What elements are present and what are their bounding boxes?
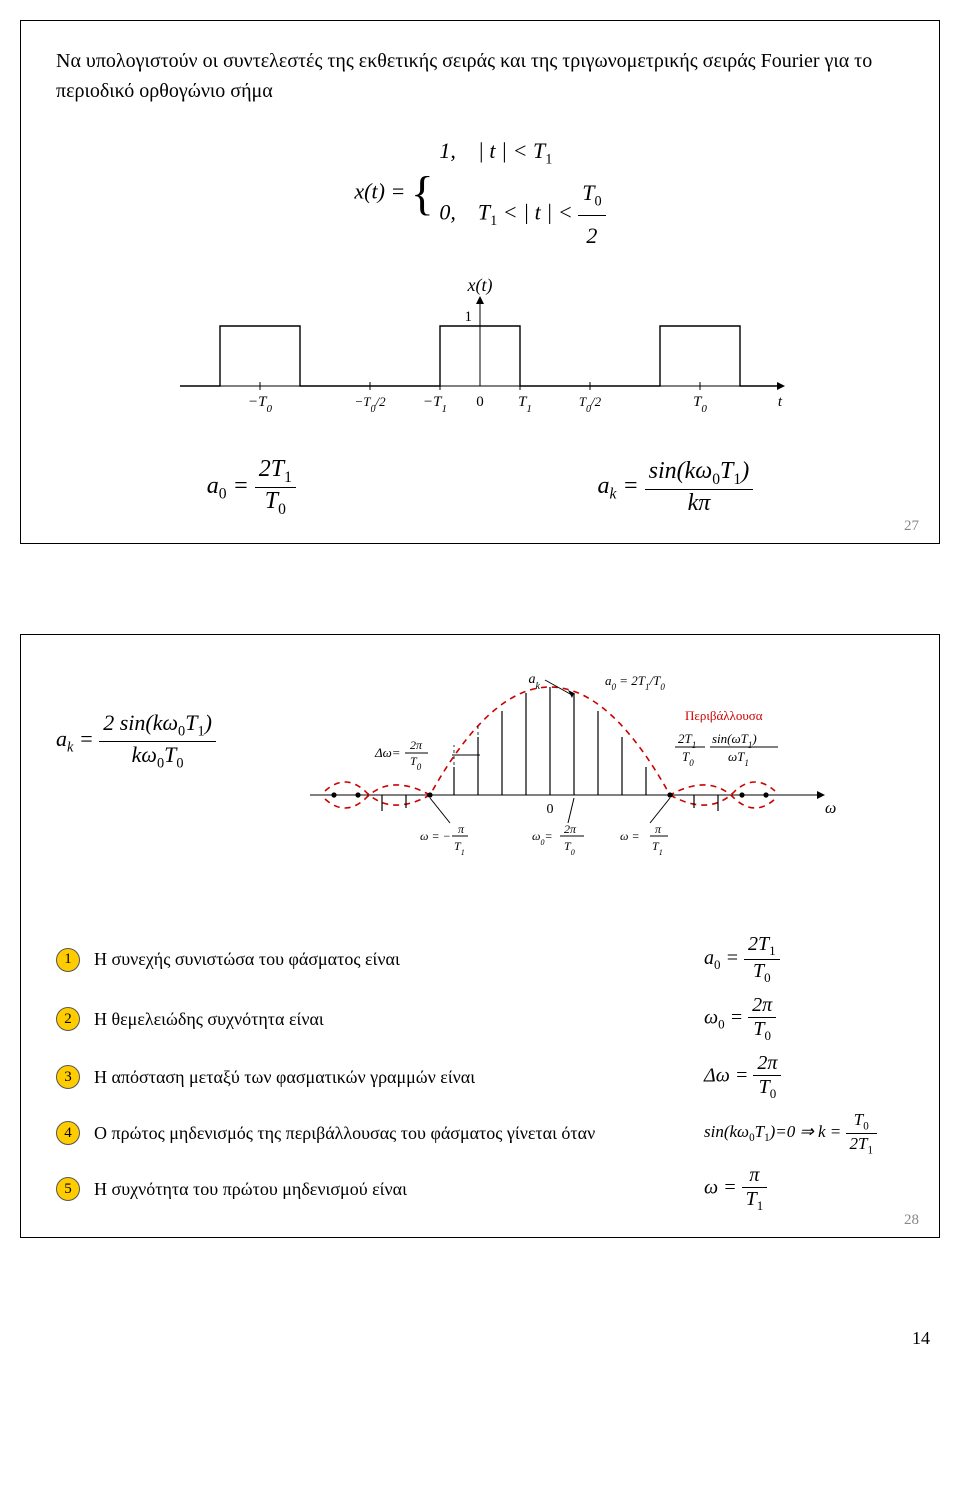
list-item-2: 2 Η θεμελειώδης συχνότητα είναι ω0 = 2πT… <box>56 994 904 1044</box>
svg-text:0: 0 <box>546 802 553 817</box>
svg-text:T1: T1 <box>518 394 532 415</box>
slide-28: ak = 2 sin(kω0T1)kω0T0 ω 0 <box>20 634 940 1238</box>
svg-text:ω = −: ω = − <box>420 829 451 843</box>
svg-text:ωT1: ωT1 <box>728 749 749 768</box>
label-one: 1 <box>465 309 473 325</box>
svg-text:T1: T1 <box>454 839 465 857</box>
svg-text:T1: T1 <box>652 839 663 857</box>
svg-text:2π: 2π <box>564 822 577 836</box>
list-item-3: 3 Η απόσταση μεταξύ των φασματικών γραμμ… <box>56 1052 904 1102</box>
svg-text:T0: T0 <box>410 754 422 772</box>
svg-text:t: t <box>778 394 783 410</box>
list-item-5: 5 Η συχνότητα του πρώτου μηδενισμού είνα… <box>56 1164 904 1214</box>
eq-ak-expanded: ak = 2 sin(kω0T1)kω0T0 <box>56 710 216 772</box>
slide-number: 27 <box>904 518 919 535</box>
rectangular-pulse-diagram: x(t) 1 −T0 −T0/2 −T1 0 T1 <box>56 276 904 431</box>
slide-27: Να υπολογιστούν οι συντελεστές της εκθετ… <box>20 20 940 544</box>
slide-number: 28 <box>904 1212 919 1229</box>
eq-a0: a0 = 2T1T0 <box>207 456 296 519</box>
svg-text:−T1: −T1 <box>423 394 447 415</box>
svg-text:0: 0 <box>476 394 484 410</box>
svg-text:2π: 2π <box>410 738 423 752</box>
spectrum-annotations: ak a0 = 2T1/T0 Περιβάλλουσα 2T1 T0 sin(ω… <box>374 675 778 857</box>
eq-ak: ak = sin(kω0T1)kπ <box>598 458 754 517</box>
sinc-spectrum-diagram: ω 0 <box>236 675 904 910</box>
svg-text:T0: T0 <box>682 749 694 768</box>
label-xt: x(t) <box>467 276 493 296</box>
svg-text:ω =: ω = <box>620 829 640 843</box>
svg-text:ω0=: ω0= <box>532 829 553 847</box>
properties-list: 1 Η συνεχής συνιστώσα του φάσματος είναι… <box>56 933 904 1214</box>
page-footer: 14 <box>20 1328 940 1349</box>
item-eq: a0 = 2T1T0 <box>704 933 904 986</box>
piecewise-definition: x(t) = { 1, | t | < T1 0, T1 < | t | < T… <box>56 131 904 256</box>
svg-text:T0: T0 <box>693 394 707 415</box>
axis-ticks: −T0 −T0/2 −T1 0 T1 T0/2 T0 t <box>248 382 783 415</box>
svg-text:a0 = 2T1/T0: a0 = 2T1/T0 <box>605 675 665 692</box>
svg-text:π: π <box>458 822 465 836</box>
list-item-1: 1 Η συνεχής συνιστώσα του φάσματος είναι… <box>56 933 904 986</box>
svg-text:−T0: −T0 <box>248 394 272 415</box>
svg-text:Περιβάλλουσα: Περιβάλλουσα <box>685 708 763 723</box>
svg-text:T0: T0 <box>564 839 575 857</box>
svg-text:Δω=: Δω= <box>374 745 401 760</box>
intro-text: Να υπολογιστούν οι συντελεστές της εκθετ… <box>56 46 904 106</box>
coefficient-equations: a0 = 2T1T0 ak = sin(kω0T1)kπ <box>56 456 904 519</box>
list-item-4: 4 Ο πρώτος μηδενισμός της περιβάλλουσας … <box>56 1110 904 1156</box>
svg-text:−T0/2: −T0/2 <box>354 394 386 415</box>
item-number: 1 <box>56 948 80 972</box>
svg-text:T0/2: T0/2 <box>579 394 602 415</box>
omega-axis-label: ω <box>825 800 836 817</box>
svg-text:π: π <box>655 822 662 836</box>
